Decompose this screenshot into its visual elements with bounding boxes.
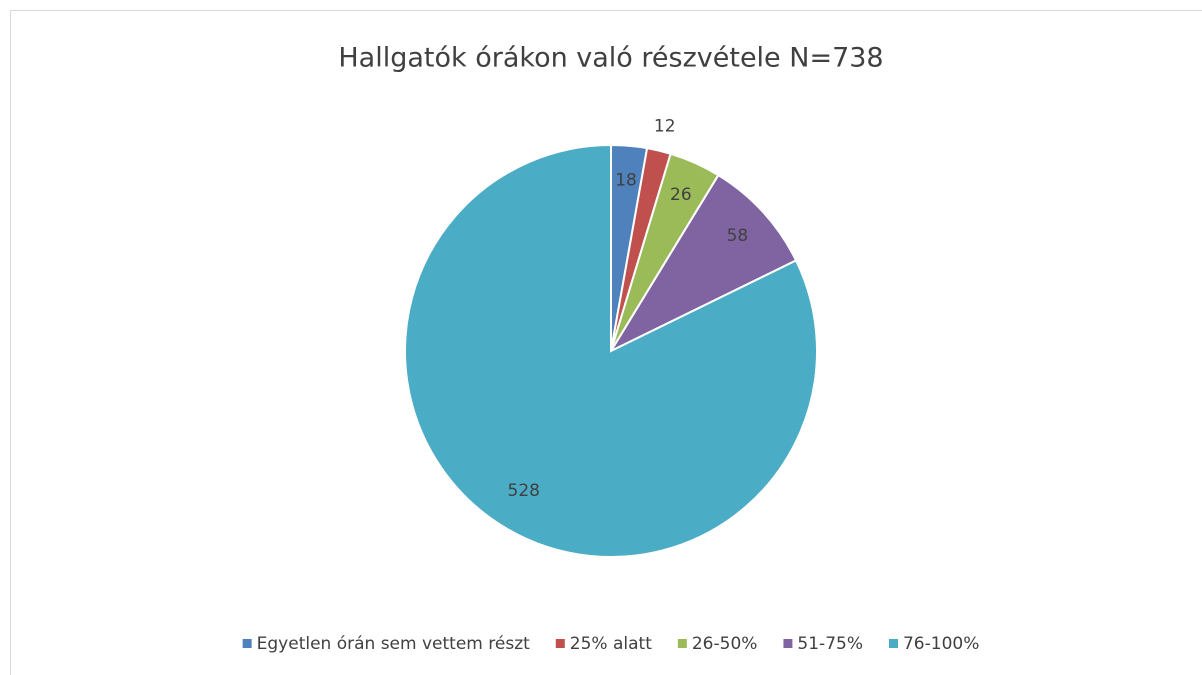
data-label: 18 bbox=[615, 171, 637, 191]
legend-label: 25% alatt bbox=[570, 634, 652, 654]
legend-swatch bbox=[242, 639, 252, 648]
legend-label: 26-50% bbox=[692, 634, 758, 654]
legend-swatch bbox=[555, 639, 565, 648]
data-label: 12 bbox=[654, 117, 676, 137]
pie-slice bbox=[608, 173, 798, 354]
chart-title: Hallgatók órákon való részvétele N=738 bbox=[338, 43, 883, 74]
legend-label: 51-75% bbox=[797, 634, 863, 654]
data-label: 58 bbox=[727, 226, 749, 246]
legend-label: Egyetlen órán sem vettem részt bbox=[257, 634, 530, 654]
legend-label: 76-100% bbox=[903, 634, 979, 654]
legend-swatch bbox=[888, 639, 898, 648]
data-label: 26 bbox=[670, 185, 692, 205]
data-label: 528 bbox=[508, 481, 540, 501]
legend-swatch bbox=[783, 639, 793, 648]
pie-slice bbox=[404, 143, 818, 558]
legend-swatch bbox=[677, 639, 687, 648]
